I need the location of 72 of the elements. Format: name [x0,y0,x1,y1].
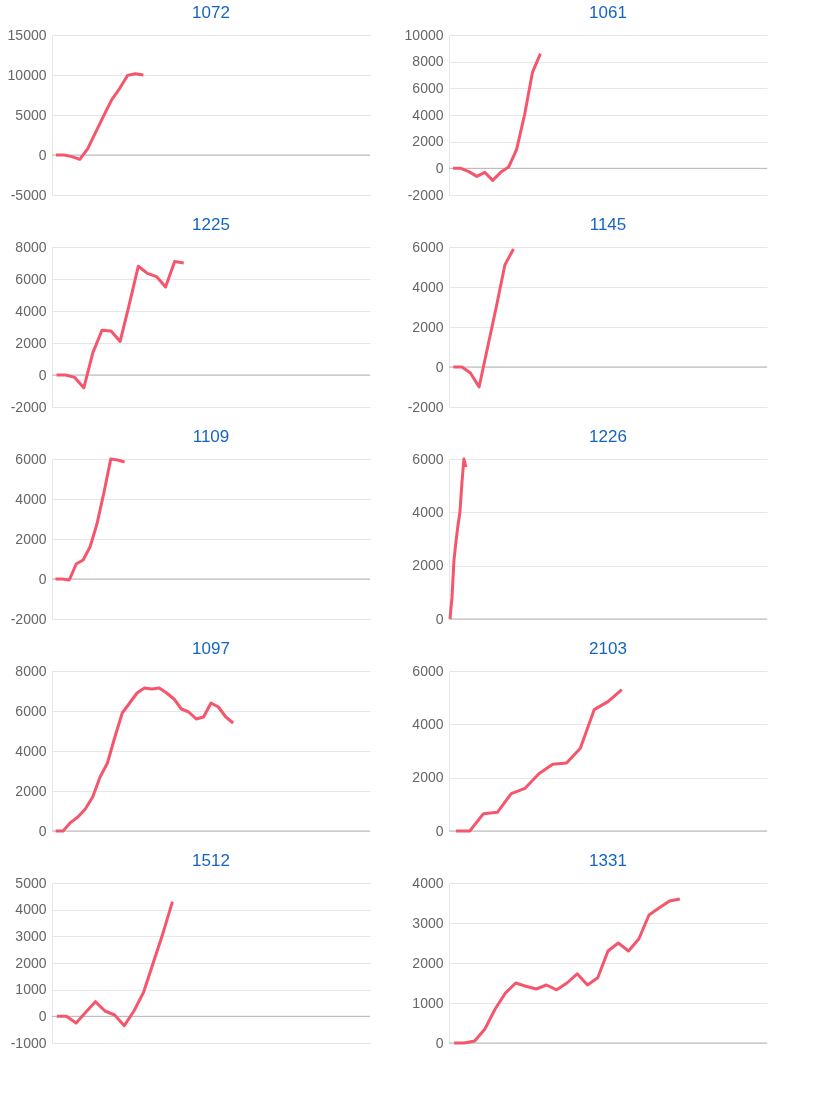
chart-title: 1512 [192,851,230,870]
chart-title: 1331 [589,851,627,870]
y-tick-label: 2000 [412,954,444,971]
y-tick-label: 6000 [412,79,444,96]
y-tick-label: 8000 [15,238,47,255]
y-tick-label: 10000 [7,66,47,83]
y-tick-label: 6000 [15,450,47,467]
line-series [451,52,542,182]
chart-title: 2103 [589,639,627,658]
y-tick-label: 2000 [15,334,47,351]
y-tick-label: -2000 [407,186,444,203]
y-tick-label: 15000 [7,26,47,43]
y-tick-label: 4000 [412,503,444,520]
y-tick-label: 2000 [15,782,47,799]
y-tick-label: 0 [38,146,47,163]
y-tick-label: 8000 [412,53,444,70]
y-tick-label: 4000 [412,715,444,732]
line-series [451,247,515,389]
y-tick-label: 1000 [15,981,47,998]
y-tick-label: 6000 [15,270,47,287]
chart-title: 1097 [192,639,230,658]
y-tick-label: 2000 [412,769,444,786]
y-tick-label: 0 [38,1007,47,1024]
y-tick-label: 0 [38,570,47,587]
y-tick-label: -2000 [407,398,444,415]
y-tick-label: 0 [38,366,47,383]
chart-title: 1145 [589,215,627,234]
y-tick-label: 0 [435,1034,444,1051]
line-series [55,259,186,390]
y-tick-label: 2000 [412,557,444,574]
line-series [54,686,235,833]
chart-title: 1072 [192,3,230,22]
y-tick-label: 0 [435,159,444,176]
y-tick-label: 6000 [412,450,444,467]
chart-title: 1226 [589,427,627,446]
line-series [55,900,174,1028]
y-tick-label: 4000 [15,302,47,319]
y-tick-label: 0 [435,358,444,375]
y-tick-label: 6000 [412,662,444,679]
y-tick-label: 10000 [404,26,444,43]
y-tick-label: 4000 [15,742,47,759]
y-tick-label: 1000 [412,994,444,1011]
y-tick-label: 3000 [412,914,444,931]
y-tick-label: 8000 [15,662,47,679]
line-series [53,457,127,582]
y-tick-label: 4000 [412,106,444,123]
y-tick-label: 3000 [15,927,47,944]
y-tick-label: 0 [435,822,444,839]
y-tick-label: 2000 [412,133,444,150]
y-tick-label: 5000 [15,874,47,891]
y-tick-label: -2000 [10,398,47,415]
chart-title: 1061 [589,3,627,22]
chart-title: 1109 [192,427,230,446]
y-tick-label: 2000 [15,530,47,547]
line-series [454,688,624,833]
chart-title: 1225 [192,215,230,234]
y-tick-label: 2000 [412,318,444,335]
y-tick-label: -1000 [10,1034,47,1051]
y-tick-label: 4000 [15,490,47,507]
line-series [54,72,145,161]
y-tick-label: 0 [435,610,444,627]
y-tick-label: 4000 [15,901,47,918]
y-tick-label: 0 [38,822,47,839]
y-tick-label: 4000 [412,874,444,891]
y-tick-label: 6000 [15,702,47,719]
y-tick-label: -2000 [10,610,47,627]
y-tick-label: 5000 [15,106,47,123]
y-tick-label: 2000 [15,954,47,971]
y-tick-label: -5000 [10,186,47,203]
y-tick-label: 4000 [412,278,444,295]
y-tick-label: 6000 [412,238,444,255]
line-series [452,897,682,1045]
